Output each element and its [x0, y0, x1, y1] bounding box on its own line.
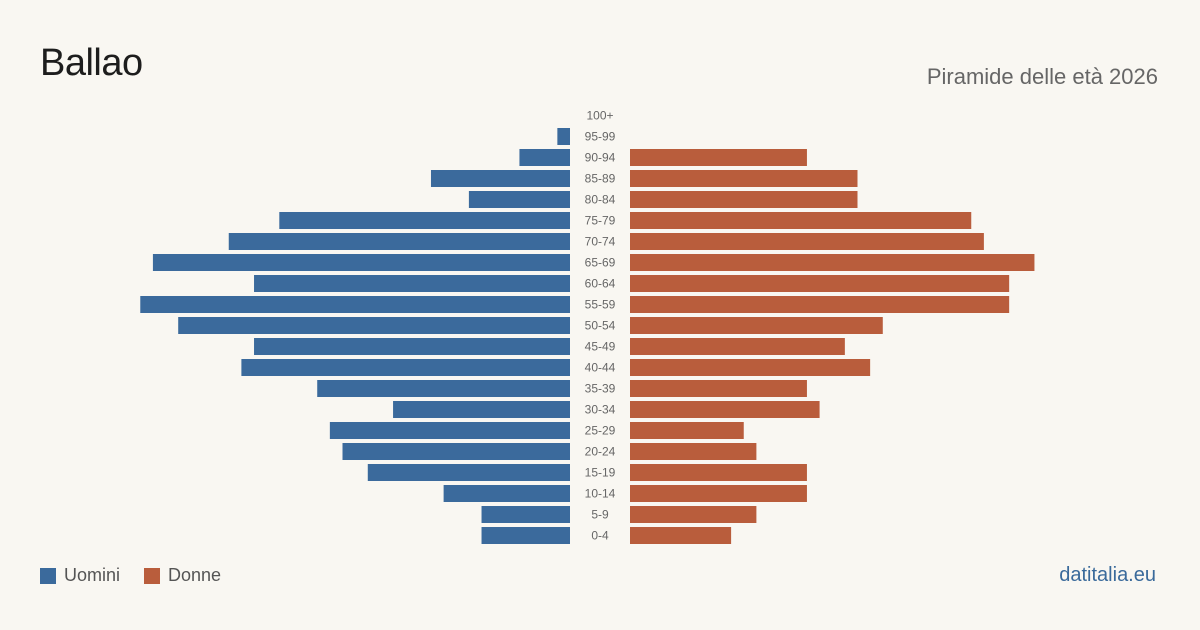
legend-label-men: Uomini	[64, 565, 121, 585]
age-label-70-74: 70-74	[585, 235, 616, 249]
bar-men-50-54	[178, 317, 570, 334]
age-label-80-84: 80-84	[585, 193, 616, 207]
bar-women-85-89	[630, 170, 858, 187]
chart-title: Ballao	[40, 42, 143, 84]
age-label-90-94: 90-94	[585, 151, 616, 165]
legend-swatch-women	[144, 567, 161, 584]
bar-women-45-49	[630, 338, 845, 355]
bar-men-30-34	[393, 401, 570, 418]
bar-men-5-9	[481, 506, 570, 523]
bar-men-70-74	[228, 233, 570, 250]
bar-men-25-29	[329, 422, 570, 439]
bar-women-65-69	[630, 254, 1035, 271]
source-link[interactable]: datitalia.eu	[1059, 564, 1156, 586]
bar-men-95-99	[557, 128, 570, 145]
age-label-65-69: 65-69	[585, 256, 616, 270]
age-label-45-49: 45-49	[585, 340, 616, 354]
bar-men-85-89	[430, 170, 570, 187]
age-label-40-44: 40-44	[585, 361, 616, 375]
bar-men-20-24	[342, 443, 570, 460]
age-label-55-59: 55-59	[585, 298, 616, 312]
age-label-50-54: 50-54	[585, 319, 616, 333]
age-label-20-24: 20-24	[585, 445, 616, 459]
bar-women-35-39	[630, 380, 807, 397]
bar-women-70-74	[630, 233, 984, 250]
bar-men-35-39	[317, 380, 570, 397]
bar-women-30-34	[630, 401, 820, 418]
bar-men-10-14	[443, 485, 570, 502]
bar-women-40-44	[630, 359, 871, 376]
age-label-25-29: 25-29	[585, 424, 616, 438]
bar-women-75-79	[630, 212, 972, 229]
bar-women-5-9	[630, 506, 757, 523]
age-label-100plus: 100+	[586, 109, 613, 123]
bar-women-60-64	[630, 275, 1010, 292]
bar-women-25-29	[630, 422, 744, 439]
age-label-60-64: 60-64	[585, 277, 616, 291]
bar-women-0-4	[630, 527, 732, 544]
legend-item-men: Uomini	[40, 565, 120, 586]
age-label-30-34: 30-34	[585, 403, 616, 417]
bar-men-65-69	[152, 254, 570, 271]
bar-women-10-14	[630, 485, 807, 502]
bar-women-80-84	[630, 191, 858, 208]
age-label-5-9: 5-9	[591, 508, 609, 522]
bar-women-90-94	[630, 149, 807, 166]
bar-men-55-59	[140, 296, 570, 313]
age-label-95-99: 95-99	[585, 130, 616, 144]
age-label-15-19: 15-19	[585, 466, 616, 480]
bar-men-80-84	[468, 191, 570, 208]
bar-women-15-19	[630, 464, 807, 481]
legend: Uomini Donne	[40, 565, 245, 586]
age-label-85-89: 85-89	[585, 172, 616, 186]
bar-men-15-19	[367, 464, 570, 481]
bar-men-60-64	[254, 275, 570, 292]
bar-men-40-44	[241, 359, 570, 376]
legend-swatch-men	[40, 567, 56, 584]
bar-men-0-4	[481, 527, 570, 544]
bar-men-75-79	[279, 212, 570, 229]
bar-men-45-49	[254, 338, 570, 355]
legend-label-women: Donne	[168, 565, 222, 585]
age-label-75-79: 75-79	[585, 214, 616, 228]
bar-women-55-59	[630, 296, 1010, 313]
legend-item-women: Donne	[144, 565, 221, 586]
bar-women-50-54	[630, 317, 883, 334]
bar-women-20-24	[630, 443, 757, 460]
age-label-10-14: 10-14	[585, 487, 616, 501]
bar-men-90-94	[519, 149, 570, 166]
age-label-0-4: 0-4	[591, 529, 609, 543]
age-label-35-39: 35-39	[585, 382, 616, 396]
chart-subtitle: Piramide delle età 2026	[926, 64, 1158, 89]
